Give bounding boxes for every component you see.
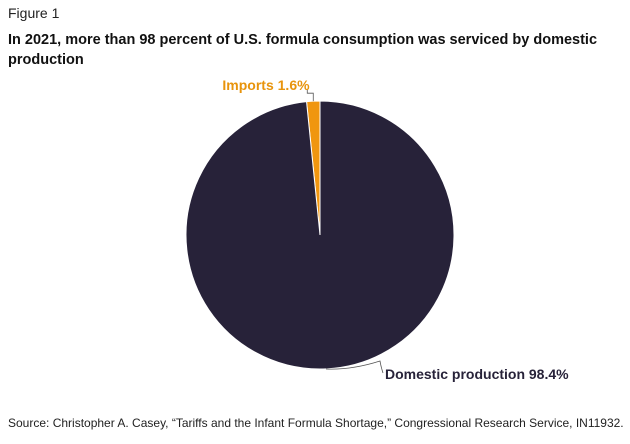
leader-lines <box>306 89 384 374</box>
leader-line-domestic <box>325 360 384 374</box>
chart-title: In 2021, more than 98 percent of U.S. fo… <box>8 32 598 68</box>
pie-slices <box>185 100 455 370</box>
pie-slice-domestic <box>185 100 455 370</box>
slice-label-imports: Imports 1.6% <box>222 77 310 93</box>
figure-label: Figure 1 <box>8 5 60 21</box>
slice-label-domestic: Domestic production 98.4% <box>385 366 569 382</box>
leader-line-imports <box>306 89 314 102</box>
source-note: Source: Christopher A. Casey, “Tariffs a… <box>8 416 624 430</box>
